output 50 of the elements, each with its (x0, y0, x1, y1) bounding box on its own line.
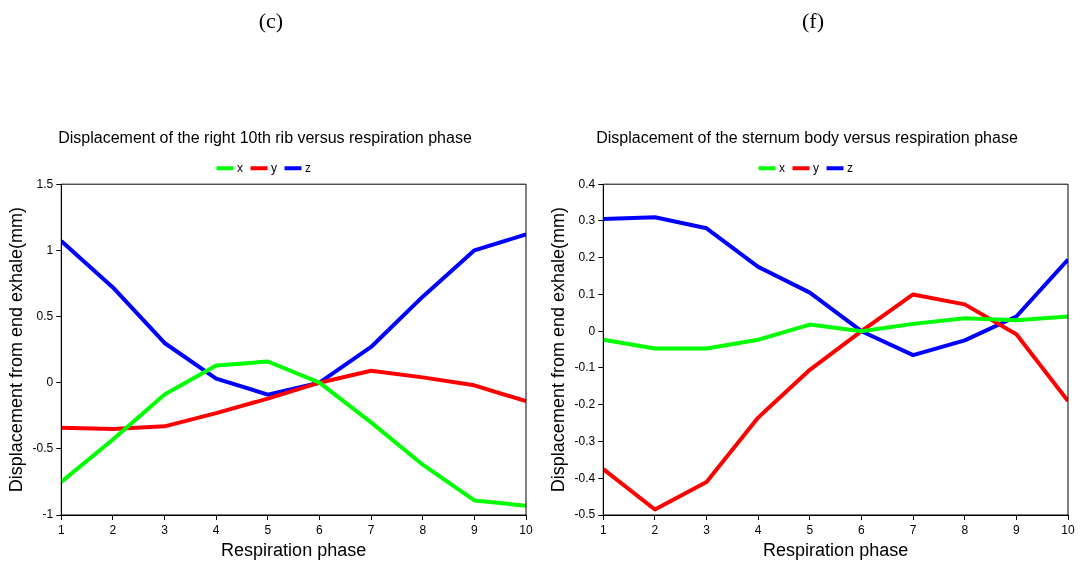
y-tick-label: 0.1 (578, 286, 596, 301)
x-tick-label: 10 (519, 522, 533, 537)
x-tick-label: 2 (109, 522, 117, 537)
x-tick-label: 6 (858, 522, 866, 537)
x-tick-label: 8 (419, 522, 427, 537)
y-tick-label: -1 (42, 507, 54, 522)
x-tick-label: 7 (909, 522, 917, 537)
x-axis-title: Respiration phase (763, 540, 909, 561)
x-tick-label: 1 (57, 522, 65, 537)
legend-label: x (237, 160, 243, 175)
y-tick-label: 1.5 (36, 176, 54, 191)
x-tick-label: 1 (599, 522, 607, 537)
chart-title: Displacement of the right 10th rib versus respiration phase (58, 129, 472, 147)
legend-label: z (305, 160, 311, 175)
y-tick-label: -0.2 (574, 397, 596, 412)
x-axis-title: Respiration phase (221, 540, 367, 561)
x-tick-label: 9 (471, 522, 479, 537)
x-tick-label: 2 (651, 522, 659, 537)
text: (f) (801, 8, 825, 34)
x-tick-label: 4 (212, 522, 220, 537)
x-tick-label: 5 (264, 522, 272, 537)
x-tick-label: 6 (316, 522, 324, 537)
x-tick-label: 4 (754, 522, 762, 537)
y-axis-title: Displacement from end exhale(mm) (547, 207, 568, 493)
legend-label: x (779, 160, 785, 175)
x-tick-label: 8 (961, 522, 969, 537)
y-tick-label: 0 (46, 374, 54, 389)
y-tick-label: 0.5 (36, 308, 54, 323)
y-tick-label: -0.4 (574, 470, 596, 485)
legend-label: y (813, 160, 819, 175)
x-tick-label: 3 (703, 522, 711, 537)
y-tick-label: -0.5 (574, 507, 596, 522)
y-axis-title: Displacement from end exhale(mm) (5, 207, 26, 493)
y-tick-label: 0.4 (578, 176, 596, 191)
y-tick-label: 0.2 (578, 250, 596, 265)
x-tick-label: 9 (1013, 522, 1021, 537)
legend-label: z (847, 160, 853, 175)
y-tick-label: -0.5 (32, 441, 54, 456)
text: (c) (257, 8, 285, 34)
y-tick-label: -0.1 (574, 360, 596, 375)
x-tick-label: 7 (367, 522, 375, 537)
x-tick-label: 5 (806, 522, 814, 537)
x-tick-label: 3 (161, 522, 169, 537)
legend-label: y (271, 160, 277, 175)
y-tick-label: 0 (588, 323, 596, 338)
y-tick-label: -0.3 (574, 433, 596, 448)
x-tick-label: 10 (1061, 522, 1075, 537)
y-tick-label: 1 (46, 242, 54, 257)
chart-title: Displacement of the sternum body versus respiration phase (596, 129, 1018, 147)
y-tick-label: 0.3 (578, 213, 596, 228)
